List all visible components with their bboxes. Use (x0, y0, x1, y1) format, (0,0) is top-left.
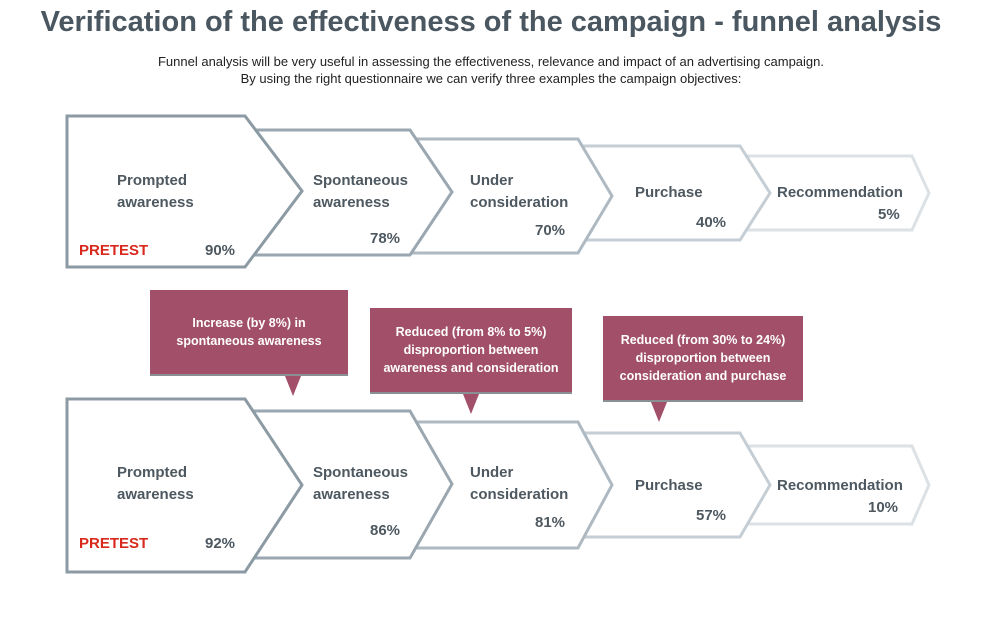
top-stage-1-value: 90% (205, 242, 236, 259)
bottom-stage-3-value: 81% (535, 514, 566, 531)
top-pretest-tag: PRETEST (79, 242, 149, 259)
bottom-stage-1-label: Prompted awareness (117, 464, 194, 503)
top-stage-5-value: 5% (878, 206, 900, 223)
bottom-pretest-tag: PRETEST (79, 535, 149, 552)
top-stage-4-value: 40% (696, 214, 727, 231)
top-stage-3-value: 70% (535, 222, 566, 239)
bottom-stage-5-label: Recommendation (777, 477, 903, 494)
callout-awareness-consideration: Reduced (from 8% to 5%) disproportion be… (370, 308, 572, 394)
top-stage-4-label: Purchase (635, 184, 703, 201)
callout-1-pointer (285, 376, 301, 396)
callout-consideration-purchase: Reduced (from 30% to 24%) disproportion … (603, 316, 803, 402)
top-stage-1-label: Prompted awareness (117, 172, 194, 211)
bottom-stage-5-value: 10% (868, 499, 899, 516)
callout-3-pointer (651, 402, 667, 422)
callout-spontaneous-awareness: Increase (by 8%) in spontaneous awarenes… (150, 290, 348, 376)
top-stage-3-label: Under consideration (470, 172, 569, 211)
bottom-stage-4-label: Purchase (635, 477, 703, 494)
bottom-stage-2-label: Spontaneous awareness (313, 464, 409, 503)
top-stage-2-value: 78% (370, 230, 401, 247)
bottom-stage-1-shape (65, 397, 304, 574)
bottom-stage-2-value: 86% (370, 522, 401, 539)
subtitle: Funnel analysis will be very useful in a… (0, 53, 982, 87)
page-title: Verification of the effectiveness of the… (40, 6, 942, 38)
top-stage-2-label: Spontaneous awareness (313, 172, 409, 211)
bottom-stage-1-value: 92% (205, 535, 236, 552)
callout-2-pointer (463, 394, 479, 414)
top-stage-1-shape (65, 114, 304, 269)
top-stage-5-label: Recommendation (777, 184, 903, 201)
subtitle-line-1: Funnel analysis will be very useful in a… (157, 54, 824, 69)
bottom-stage-3-label: Under consideration (470, 464, 569, 503)
bottom-stage-4-value: 57% (696, 507, 727, 524)
subtitle-line-2: By using the right questionnaire we can … (240, 71, 742, 86)
